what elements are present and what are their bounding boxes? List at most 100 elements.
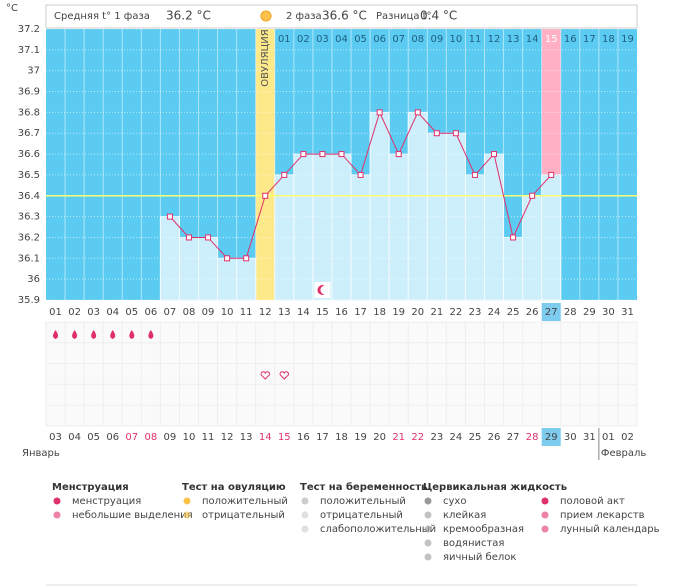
highlight-date-cell (541, 428, 561, 446)
y-tick-label: 36.2 (18, 232, 40, 243)
phase2-day: 16 (564, 34, 577, 45)
temperature-point (281, 171, 288, 178)
date-label: 04 (68, 432, 81, 443)
x-tick-label: 06 (144, 307, 157, 318)
date-label: 19 (354, 432, 367, 443)
legend-icon (424, 497, 432, 505)
date-label: 13 (240, 432, 253, 443)
phase2-day: 02 (297, 34, 310, 45)
date-label: 23 (430, 432, 443, 443)
date-label: 05 (87, 432, 100, 443)
temperature-point (414, 109, 421, 116)
intercourse-icon (260, 371, 270, 380)
x-tick-label: 18 (373, 307, 386, 318)
legend-title: Тест на беременность (300, 481, 427, 493)
temperature-point (452, 130, 459, 137)
phase2-value: 36.6 °C (322, 9, 367, 23)
x-tick-label: 26 (526, 307, 539, 318)
temperature-bar (369, 111, 390, 301)
x-tick-label: 08 (183, 307, 196, 318)
date-label: 02 (621, 432, 634, 443)
diff-label: Разница t° (376, 11, 432, 22)
x-tick-label: 05 (125, 307, 138, 318)
moon-shade (320, 285, 330, 295)
x-tick-label: 24 (488, 307, 501, 318)
phase1-label: Средняя t° 1 фаза (54, 11, 150, 22)
menstruation-icon (110, 330, 116, 339)
diff-value: 0.4 °C (420, 9, 457, 23)
legend-title: Менструация (52, 482, 129, 493)
x-tick-label: 22 (450, 307, 463, 318)
legend-item: положительный (320, 496, 406, 507)
legend-icon (301, 525, 309, 533)
temperature-point (357, 171, 364, 178)
date-label: 24 (450, 432, 463, 443)
phase2-day: 17 (583, 34, 596, 45)
date-label: 10 (183, 432, 196, 443)
legend-icon (53, 511, 61, 519)
temperature-bar (331, 153, 352, 301)
temperature-point (548, 171, 555, 178)
legend-item: небольшие выделения (72, 510, 193, 521)
legend-item: кремообразная (443, 524, 524, 535)
phase2-day: 03 (316, 34, 329, 45)
date-label: 28 (526, 432, 539, 443)
unit-label: °C (6, 3, 18, 14)
phase2-day: 13 (507, 34, 520, 45)
x-tick-label: 11 (240, 307, 253, 318)
ovulation-label: ОВУЛЯЦИЯ (260, 29, 271, 87)
phase2-day: 12 (488, 34, 501, 45)
legend-icon (424, 525, 432, 533)
date-label: 09 (164, 432, 177, 443)
month-end: Февраль (601, 448, 647, 459)
y-tick-label: 37 (27, 66, 40, 77)
phase2-label: 2 фаза (286, 11, 322, 22)
y-tick-label: 37.1 (18, 45, 40, 56)
date-label: 08 (144, 432, 157, 443)
temperature-point (376, 109, 383, 116)
x-tick-label: 10 (221, 307, 234, 318)
highlight-day-cell (541, 303, 561, 321)
phase2-day: 07 (392, 34, 405, 45)
x-tick-label: 01 (49, 307, 62, 318)
temperature-point (185, 234, 192, 241)
temperature-point (262, 192, 269, 199)
phase2-day: 05 (354, 34, 367, 45)
ovulation-column (255, 29, 275, 300)
temperature-bar (236, 257, 257, 301)
legend-icon (424, 539, 432, 547)
legend-icon (183, 497, 191, 505)
x-tick-label: 31 (621, 307, 634, 318)
x-tick-label: 07 (164, 307, 177, 318)
date-label: 18 (335, 432, 348, 443)
date-label: 17 (316, 432, 329, 443)
x-tick-label: 04 (106, 307, 119, 318)
menstruation-icon (72, 330, 78, 339)
month-start: Январь (22, 448, 60, 459)
x-tick-label: 21 (430, 307, 443, 318)
temperature-bar (388, 153, 409, 301)
date-label: 11 (202, 432, 215, 443)
temperature-bar (312, 153, 333, 301)
temperature-point (510, 234, 517, 241)
temperature-point (338, 151, 345, 158)
x-tick-label: 30 (602, 307, 615, 318)
legend-icon (301, 497, 309, 505)
y-tick-label: 36.9 (18, 87, 40, 98)
temperature-point (224, 255, 231, 262)
legend-title: Цервикальная жидкость (423, 482, 567, 493)
temperature-point (166, 213, 173, 220)
legend-icon (541, 511, 549, 519)
x-tick-label: 14 (297, 307, 310, 318)
menstruation-icon (53, 330, 59, 339)
date-label: 27 (507, 432, 520, 443)
temperature-bar (445, 132, 466, 301)
legend-item: лунный календарь (560, 524, 660, 535)
temperature-point (491, 151, 498, 158)
legend-icon (424, 511, 432, 519)
phase2-day: 09 (430, 34, 443, 45)
temperature-point (395, 151, 402, 158)
y-tick-label: 35.9 (18, 295, 40, 306)
phase2-day: 08 (411, 34, 424, 45)
y-tick-label: 36.7 (18, 128, 40, 139)
